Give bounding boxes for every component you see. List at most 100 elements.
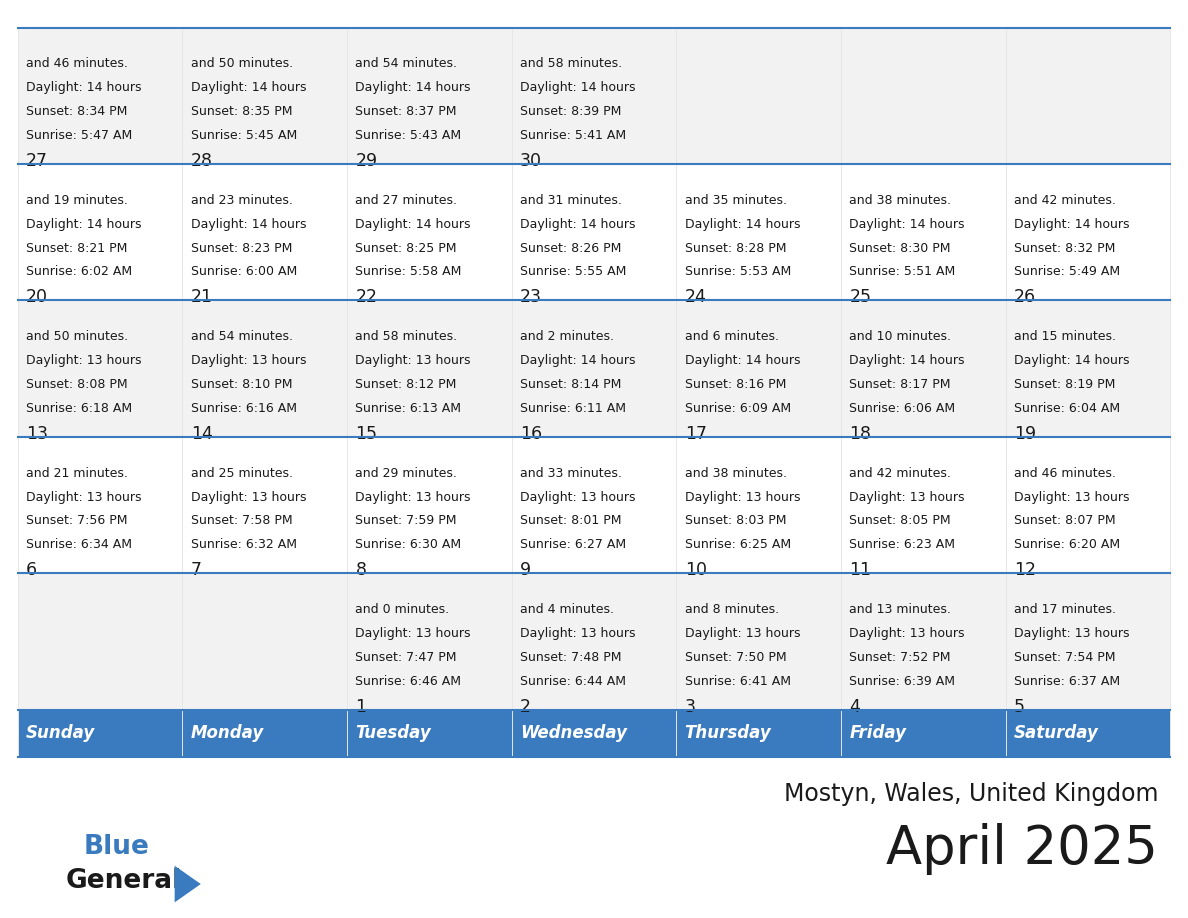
Bar xyxy=(18,573,183,710)
Text: 7: 7 xyxy=(191,561,202,579)
Text: Daylight: 14 hours: Daylight: 14 hours xyxy=(355,82,470,95)
Text: 6: 6 xyxy=(26,561,37,579)
Text: 25: 25 xyxy=(849,288,871,307)
Bar xyxy=(1005,28,1170,164)
Bar xyxy=(347,437,512,573)
Bar xyxy=(1005,710,1170,757)
Text: Daylight: 13 hours: Daylight: 13 hours xyxy=(191,490,307,504)
Text: Sunrise: 6:34 AM: Sunrise: 6:34 AM xyxy=(26,538,132,552)
Bar xyxy=(183,710,347,757)
Text: 14: 14 xyxy=(191,425,213,442)
Text: Sunrise: 5:51 AM: Sunrise: 5:51 AM xyxy=(849,265,955,278)
Polygon shape xyxy=(175,866,201,902)
Text: Sunrise: 6:09 AM: Sunrise: 6:09 AM xyxy=(684,402,791,415)
Bar xyxy=(1005,300,1170,437)
Text: 12: 12 xyxy=(1013,561,1036,579)
Text: Sunset: 8:07 PM: Sunset: 8:07 PM xyxy=(1013,514,1116,528)
Text: 18: 18 xyxy=(849,425,871,442)
Bar xyxy=(347,300,512,437)
Text: and 50 minutes.: and 50 minutes. xyxy=(191,58,293,71)
Text: 9: 9 xyxy=(520,561,531,579)
Text: Daylight: 14 hours: Daylight: 14 hours xyxy=(191,218,307,230)
Text: Daylight: 14 hours: Daylight: 14 hours xyxy=(849,218,965,230)
Text: Sunset: 7:52 PM: Sunset: 7:52 PM xyxy=(849,651,950,664)
Text: Sunset: 7:59 PM: Sunset: 7:59 PM xyxy=(355,514,457,528)
Text: 13: 13 xyxy=(26,425,49,442)
Text: Sunset: 8:14 PM: Sunset: 8:14 PM xyxy=(520,378,621,391)
Text: and 29 minutes.: and 29 minutes. xyxy=(355,466,457,480)
Text: Sunset: 8:32 PM: Sunset: 8:32 PM xyxy=(1013,241,1116,254)
Text: and 27 minutes.: and 27 minutes. xyxy=(355,194,457,207)
Text: Sunrise: 6:06 AM: Sunrise: 6:06 AM xyxy=(849,402,955,415)
Text: and 0 minutes.: and 0 minutes. xyxy=(355,603,449,616)
Text: Daylight: 14 hours: Daylight: 14 hours xyxy=(191,82,307,95)
Text: Sunrise: 6:37 AM: Sunrise: 6:37 AM xyxy=(1013,675,1120,688)
Text: Sunset: 8:19 PM: Sunset: 8:19 PM xyxy=(1013,378,1116,391)
Text: and 42 minutes.: and 42 minutes. xyxy=(849,466,952,480)
Text: Sunrise: 6:27 AM: Sunrise: 6:27 AM xyxy=(520,538,626,552)
Bar xyxy=(183,437,347,573)
Bar xyxy=(676,164,841,300)
Text: Sunrise: 6:20 AM: Sunrise: 6:20 AM xyxy=(1013,538,1120,552)
Text: Friday: Friday xyxy=(849,724,906,743)
Text: and 42 minutes.: and 42 minutes. xyxy=(1013,194,1116,207)
Text: Sunset: 8:17 PM: Sunset: 8:17 PM xyxy=(849,378,950,391)
Text: General: General xyxy=(65,868,182,894)
Bar xyxy=(676,437,841,573)
Text: and 54 minutes.: and 54 minutes. xyxy=(355,58,457,71)
Text: Sunset: 8:39 PM: Sunset: 8:39 PM xyxy=(520,106,621,118)
Text: and 38 minutes.: and 38 minutes. xyxy=(849,194,952,207)
Text: 20: 20 xyxy=(26,288,49,307)
Text: Tuesday: Tuesday xyxy=(355,724,431,743)
Text: Sunrise: 6:18 AM: Sunrise: 6:18 AM xyxy=(26,402,132,415)
Text: Daylight: 13 hours: Daylight: 13 hours xyxy=(520,490,636,504)
Text: Daylight: 13 hours: Daylight: 13 hours xyxy=(1013,627,1130,640)
Text: Sunrise: 6:44 AM: Sunrise: 6:44 AM xyxy=(520,675,626,688)
Text: Daylight: 13 hours: Daylight: 13 hours xyxy=(355,490,470,504)
Text: 21: 21 xyxy=(191,288,213,307)
Text: Sunrise: 6:13 AM: Sunrise: 6:13 AM xyxy=(355,402,461,415)
Text: Sunrise: 5:49 AM: Sunrise: 5:49 AM xyxy=(1013,265,1120,278)
Bar xyxy=(183,573,347,710)
Text: Mostyn, Wales, United Kingdom: Mostyn, Wales, United Kingdom xyxy=(784,782,1158,806)
Text: Sunset: 8:12 PM: Sunset: 8:12 PM xyxy=(355,378,456,391)
Text: Sunrise: 5:55 AM: Sunrise: 5:55 AM xyxy=(520,265,626,278)
Text: Sunrise: 6:02 AM: Sunrise: 6:02 AM xyxy=(26,265,132,278)
Text: Sunset: 7:54 PM: Sunset: 7:54 PM xyxy=(1013,651,1116,664)
Text: Sunset: 7:47 PM: Sunset: 7:47 PM xyxy=(355,651,457,664)
Bar xyxy=(347,28,512,164)
Text: Daylight: 13 hours: Daylight: 13 hours xyxy=(26,490,141,504)
Text: Wednesday: Wednesday xyxy=(520,724,627,743)
Text: Daylight: 14 hours: Daylight: 14 hours xyxy=(520,354,636,367)
Text: 16: 16 xyxy=(520,425,542,442)
Text: 11: 11 xyxy=(849,561,871,579)
Bar xyxy=(1005,164,1170,300)
Text: Sunset: 8:25 PM: Sunset: 8:25 PM xyxy=(355,241,457,254)
Bar xyxy=(841,710,1005,757)
Text: Sunrise: 5:47 AM: Sunrise: 5:47 AM xyxy=(26,129,132,142)
Text: Sunrise: 5:43 AM: Sunrise: 5:43 AM xyxy=(355,129,461,142)
Text: 29: 29 xyxy=(355,152,378,170)
Text: 26: 26 xyxy=(1013,288,1036,307)
Bar xyxy=(512,710,676,757)
Text: Sunrise: 5:45 AM: Sunrise: 5:45 AM xyxy=(191,129,297,142)
Text: Sunrise: 6:25 AM: Sunrise: 6:25 AM xyxy=(684,538,791,552)
Text: 17: 17 xyxy=(684,425,707,442)
Bar xyxy=(347,164,512,300)
Text: 22: 22 xyxy=(355,288,378,307)
Text: Sunrise: 6:11 AM: Sunrise: 6:11 AM xyxy=(520,402,626,415)
Text: and 21 minutes.: and 21 minutes. xyxy=(26,466,128,480)
Text: Sunset: 8:08 PM: Sunset: 8:08 PM xyxy=(26,378,128,391)
Text: and 19 minutes.: and 19 minutes. xyxy=(26,194,128,207)
Text: Sunset: 7:50 PM: Sunset: 7:50 PM xyxy=(684,651,786,664)
Text: and 25 minutes.: and 25 minutes. xyxy=(191,466,292,480)
Text: Daylight: 13 hours: Daylight: 13 hours xyxy=(684,490,801,504)
Text: Sunday: Sunday xyxy=(26,724,95,743)
Text: Daylight: 14 hours: Daylight: 14 hours xyxy=(1013,354,1130,367)
Bar xyxy=(183,164,347,300)
Text: Sunset: 8:35 PM: Sunset: 8:35 PM xyxy=(191,106,292,118)
Bar xyxy=(841,573,1005,710)
Text: 15: 15 xyxy=(355,425,378,442)
Bar xyxy=(676,300,841,437)
Text: Sunset: 7:48 PM: Sunset: 7:48 PM xyxy=(520,651,621,664)
